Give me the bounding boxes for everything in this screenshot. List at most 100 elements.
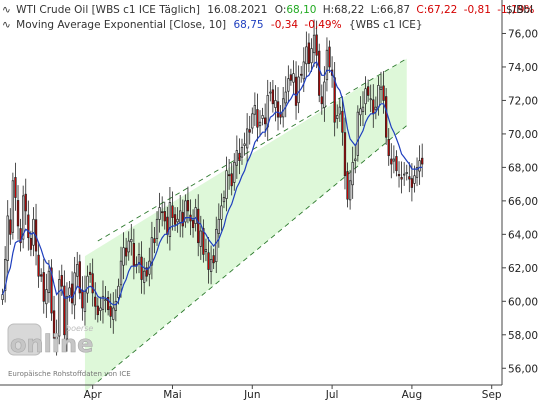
candle-body (73, 272, 76, 306)
candle-body (408, 176, 411, 180)
candle (225, 156, 228, 212)
candle-body (181, 212, 184, 227)
candle (271, 80, 275, 113)
y-tick-label: 70,00 (508, 129, 538, 141)
candle (235, 135, 238, 179)
candle (397, 161, 401, 188)
candle-body (248, 129, 251, 133)
candle (379, 71, 383, 104)
indicator-value: 68,75 (234, 19, 264, 31)
candle (1, 288, 4, 305)
candle-body (171, 205, 174, 218)
candle-body (382, 85, 385, 101)
candle-body (88, 271, 92, 275)
candle (320, 84, 323, 115)
candle (29, 230, 33, 257)
candle-body (269, 91, 272, 94)
y-tick-label: 58,00 (508, 330, 538, 342)
candle-body (47, 270, 51, 293)
candle-body (421, 157, 424, 165)
candle (158, 192, 161, 233)
candle (356, 105, 359, 162)
candle (145, 261, 148, 282)
candle (256, 93, 259, 142)
x-axis-ticks: Apr Mai Jun Jul Aug Sep (84, 385, 502, 400)
high-value: 68,22 (334, 4, 364, 16)
candle-body (312, 34, 316, 54)
candle-body (294, 76, 298, 106)
candle (109, 293, 112, 329)
candle-body (413, 175, 416, 184)
candle (269, 81, 272, 102)
candle-body (403, 173, 406, 176)
y-tick-label: 64,00 (508, 229, 538, 241)
candle-body (78, 261, 81, 294)
change-pct: -1,19% (497, 4, 534, 16)
candle-body (333, 77, 336, 123)
indicator-icon: ∿ (2, 19, 11, 31)
y-tick-label: 74,00 (508, 62, 538, 74)
candle-body (348, 180, 352, 201)
candle (19, 218, 22, 252)
candle-body (16, 200, 20, 227)
candle-body (153, 238, 156, 244)
candle (227, 159, 231, 190)
candle (81, 276, 84, 321)
candle-body (238, 152, 241, 162)
x-tick-label: Sep (482, 389, 502, 400)
candle (369, 84, 372, 113)
candle (287, 65, 290, 104)
candle (385, 88, 388, 145)
candle-body (11, 180, 15, 233)
candle-body (264, 117, 267, 125)
candle-body (212, 255, 215, 264)
candle (58, 270, 61, 345)
candle-body (1, 294, 4, 300)
candle (343, 117, 347, 190)
candle (292, 60, 295, 95)
candle (45, 273, 48, 318)
low-label: L: (371, 4, 380, 16)
close-label: C: (416, 4, 427, 16)
x-tick-label: Mai (163, 389, 181, 400)
y-tick-label: 60,00 (508, 296, 538, 308)
candle-body (245, 128, 249, 149)
candle (341, 96, 344, 146)
candle (390, 143, 393, 179)
instrument-label: WTI Crude Oil [WBS c1 ICE Täglich] (16, 4, 200, 16)
candle-body (24, 193, 27, 212)
candle-body (302, 61, 305, 80)
candle-body (235, 150, 238, 166)
candle (395, 150, 398, 177)
candle (94, 282, 97, 320)
candle (405, 164, 408, 181)
candle-body (63, 285, 66, 336)
candle-body (91, 273, 94, 294)
candle (99, 296, 102, 321)
candle-body (70, 283, 74, 304)
candle (354, 145, 357, 174)
candle-body (274, 100, 277, 108)
candle (91, 258, 94, 307)
candle (392, 145, 396, 174)
candle-body (117, 285, 120, 298)
candle (230, 163, 233, 196)
candle-body (410, 178, 414, 188)
candle (40, 268, 43, 282)
candle-body (19, 228, 22, 244)
candle-body (397, 174, 401, 177)
candle-body (359, 108, 362, 116)
candle-body (3, 259, 7, 291)
candle (24, 178, 27, 225)
candle-body (191, 220, 195, 229)
candle (366, 79, 370, 102)
candle-body (202, 228, 205, 255)
candle (3, 246, 7, 303)
candle (27, 200, 30, 251)
candle (86, 265, 89, 303)
candle-body (289, 74, 293, 81)
candle (215, 216, 218, 274)
candle-body (395, 156, 398, 172)
candle-body (150, 237, 154, 266)
watermark-logo-main: online (10, 330, 93, 358)
